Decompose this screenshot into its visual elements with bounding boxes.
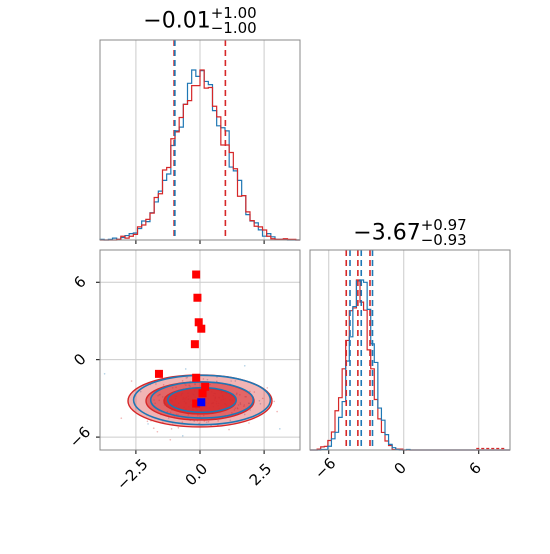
bottom-left-sample-point — [202, 378, 205, 380]
panel-top-left-histogram — [99, 39, 301, 244]
bottom-right-title-upper: +0.97 — [420, 216, 467, 234]
bottom-left-sample-point — [279, 428, 281, 430]
bottom-left-sample-point — [203, 420, 206, 422]
bottom-right-title: −3.67 +0.97 −0.93 — [310, 218, 510, 248]
bottom-left-sample-point — [167, 417, 170, 419]
bottom-left-sample-point — [230, 380, 232, 382]
bottom-left-sample-point — [253, 391, 256, 393]
bottom-left-sample-point — [186, 376, 189, 379]
bottom-left-sample-point — [169, 439, 172, 441]
bottom-left-sample-point — [266, 387, 269, 389]
bottom-left-sample-point — [258, 399, 261, 402]
panel-bottom-left-scatter: −2.5 0.0 2.5 −6 0 6 — [66, 249, 301, 494]
top-left-title-upper: +1.00 — [210, 4, 257, 22]
top-left-histogram-series-1 — [100, 69, 300, 241]
bottom-left-y-tick-label: 6 — [70, 273, 89, 292]
bottom-left-sample-point — [234, 380, 237, 382]
bottom-left-red-marker — [197, 324, 206, 333]
bottom-left-sample-point — [130, 380, 133, 382]
bottom-left-sample-point — [177, 426, 180, 429]
bottom-left-x-tick-label: −2.5 — [113, 455, 151, 493]
bottom-left-sample-point — [185, 377, 188, 379]
bottom-left-sample-point — [206, 378, 209, 381]
bottom-left-y-tick-label: −6 — [66, 423, 94, 451]
bottom-left-sample-point — [249, 409, 252, 411]
bottom-left-sample-point — [259, 402, 262, 405]
bottom-left-red-marker — [190, 340, 199, 349]
bottom-left-red-marker — [193, 293, 202, 302]
bottom-right-x-tick-label: 6 — [465, 459, 484, 478]
top-left-title-lower: −1.00 — [210, 19, 257, 37]
bottom-left-x-tick-label: 2.5 — [246, 460, 276, 490]
bottom-left-sample-point — [170, 428, 173, 430]
bottom-left-sample-point — [103, 373, 106, 375]
bottom-right-histogram-series-0 — [310, 279, 510, 451]
bottom-left-sample-point — [184, 368, 187, 370]
bottom-left-sample-point — [248, 422, 250, 424]
bottom-left-sample-point — [139, 390, 142, 393]
bottom-left-red-marker — [154, 369, 163, 378]
bottom-right-x-tick-label: −6 — [311, 454, 339, 482]
bottom-left-blue-contour-1 — [149, 381, 255, 419]
bottom-left-sample-point — [181, 380, 184, 382]
bottom-right-x-tick-label: 0 — [390, 459, 409, 478]
bottom-left-red-marker — [201, 382, 210, 391]
bottom-left-sample-point — [181, 421, 184, 423]
bottom-left-red-marker — [198, 389, 207, 398]
bottom-left-blue-marker — [197, 398, 206, 407]
top-left-histogram-series-0 — [99, 69, 300, 241]
bottom-left-sample-point — [181, 435, 184, 437]
bottom-left-sample-point — [215, 380, 218, 383]
bottom-left-blue-contour-0 — [132, 374, 272, 426]
bottom-left-sample-point — [146, 420, 149, 423]
top-left-title-value: −0.01 — [143, 8, 211, 34]
bottom-left-sample-point — [207, 420, 210, 423]
bottom-left-red-marker — [192, 399, 201, 408]
bottom-left-red-marker — [192, 270, 201, 279]
bottom-left-sample-point — [261, 397, 264, 400]
bottom-left-axes-frame — [99, 249, 301, 451]
bottom-right-histogram-series-1 — [310, 279, 510, 451]
bottom-left-sample-point — [276, 410, 278, 413]
panel-bottom-right-histogram: −6 0 6 — [309, 249, 511, 483]
bottom-left-sample-point — [155, 383, 157, 385]
bottom-left-red-marker — [194, 318, 203, 327]
bottom-right-title-value: −3.67 — [353, 220, 421, 246]
bottom-left-sample-point — [193, 420, 196, 422]
bottom-left-sample-point — [147, 423, 149, 425]
bottom-right-title-lower: −0.93 — [420, 231, 467, 249]
bottom-left-sample-point — [249, 390, 251, 393]
bottom-left-y-tick-label: 0 — [70, 350, 89, 369]
bottom-left-sample-point — [273, 400, 276, 403]
bottom-right-axes-frame — [309, 249, 511, 451]
top-left-title: −0.01 +1.00 −1.00 — [100, 6, 300, 36]
bottom-left-sample-point — [228, 428, 230, 431]
bottom-left-sample-point — [217, 420, 219, 422]
bottom-left-sample-point — [162, 384, 165, 386]
bottom-left-red-marker — [192, 373, 201, 382]
bottom-left-x-tick-label: 0.0 — [182, 460, 212, 490]
bottom-left-sample-point — [152, 427, 155, 429]
bottom-left-sample-point — [229, 419, 232, 422]
bottom-left-sample-point — [243, 364, 246, 367]
bottom-left-sample-point — [243, 413, 246, 416]
bottom-left-sample-point — [120, 417, 123, 419]
bottom-left-sample-point — [156, 430, 159, 433]
top-left-axes-frame — [99, 39, 301, 241]
bottom-left-sample-point — [205, 421, 208, 423]
